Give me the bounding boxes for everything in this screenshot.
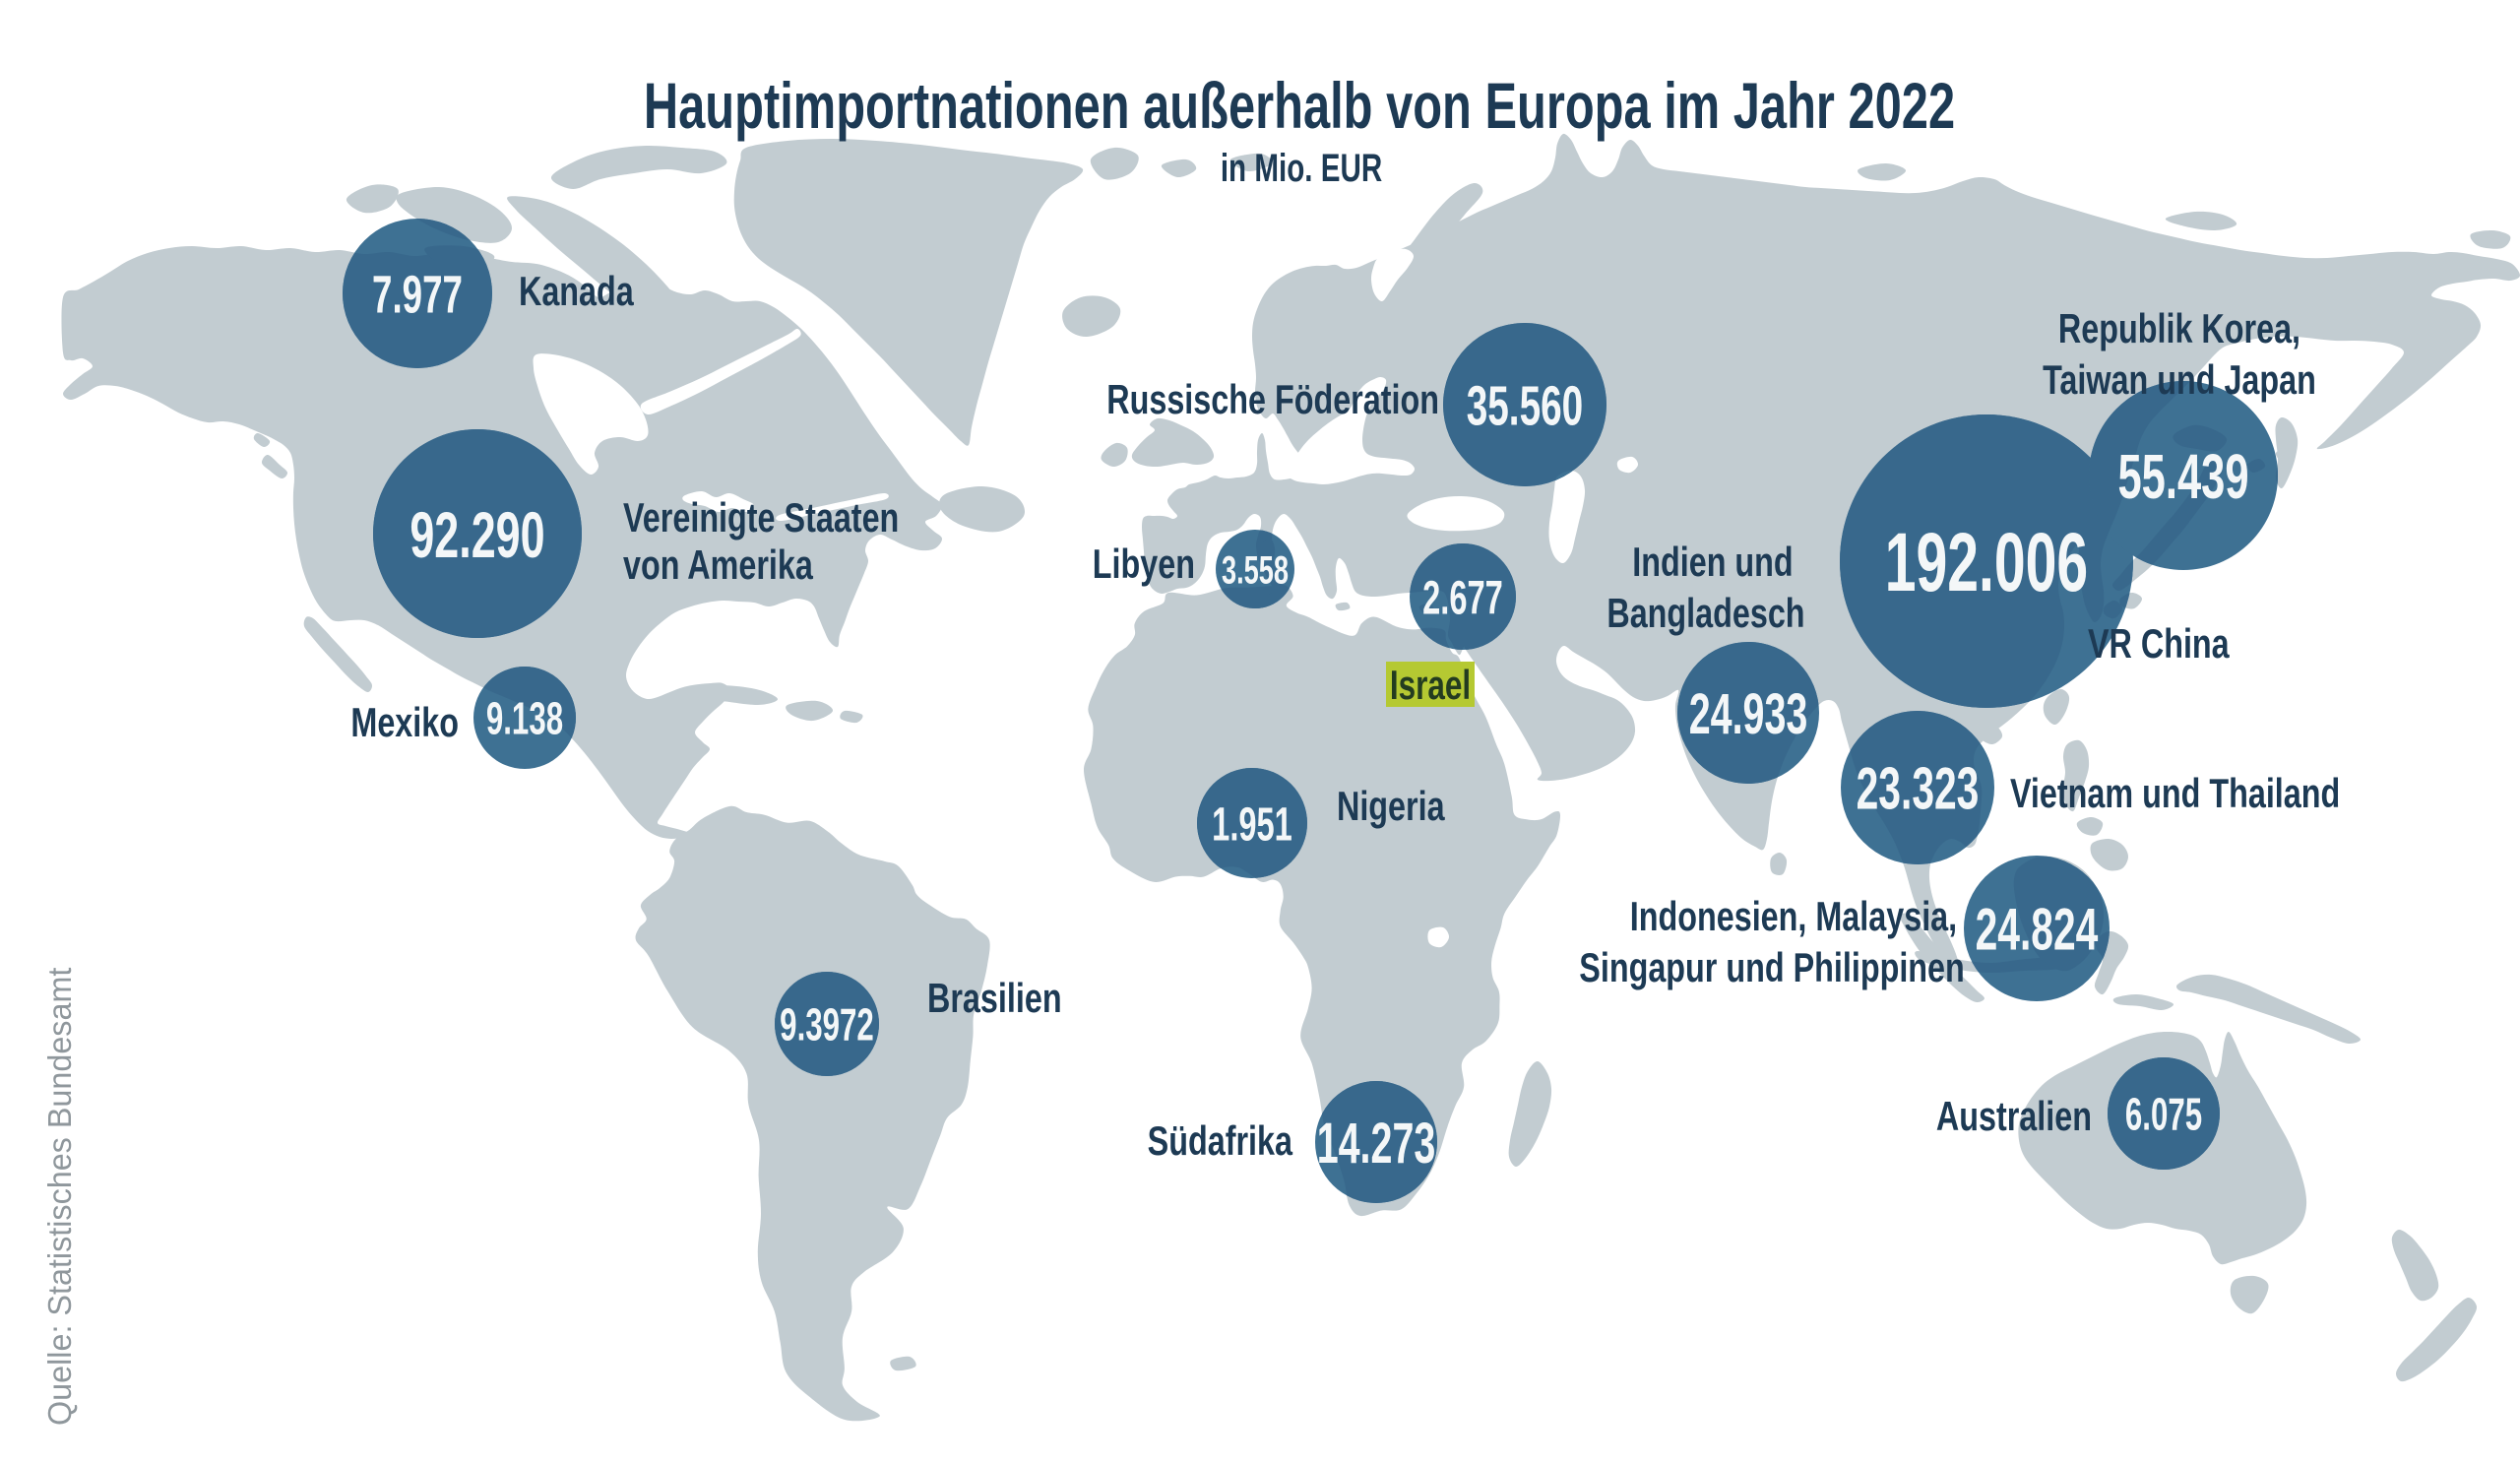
svg-text:Australien: Australien [1936, 1093, 2092, 1139]
svg-text:Israel: Israel [1390, 662, 1471, 709]
svg-text:2.677: 2.677 [1422, 571, 1503, 624]
svg-text:Indien und: Indien und [1632, 539, 1793, 585]
svg-text:3.558: 3.558 [1222, 548, 1289, 592]
svg-text:Singapur und Philippinen: Singapur und Philippinen [1579, 944, 1965, 990]
svg-text:92.290: 92.290 [410, 498, 544, 571]
svg-text:9.3972: 9.3972 [780, 1000, 874, 1050]
svg-text:von Amerika: von Amerika [623, 541, 814, 588]
svg-text:in Mio. EUR: in Mio. EUR [1221, 147, 1382, 190]
svg-text:9.138: 9.138 [486, 694, 563, 744]
svg-text:Taiwan und Japan: Taiwan und Japan [2043, 356, 2316, 403]
svg-text:23.323: 23.323 [1857, 756, 1980, 822]
svg-text:7.977: 7.977 [372, 264, 463, 324]
svg-text:Nigeria: Nigeria [1337, 783, 1446, 829]
svg-text:24.824: 24.824 [1976, 897, 2099, 963]
svg-text:6.075: 6.075 [2125, 1090, 2202, 1140]
svg-text:55.439: 55.439 [2117, 441, 2248, 513]
svg-text:192.006: 192.006 [1885, 517, 2088, 609]
svg-text:Quelle: Statistisches Bundesam: Quelle: Statistisches Bundesamt [41, 968, 78, 1426]
svg-text:VR China: VR China [2088, 620, 2231, 667]
svg-text:Brasilien: Brasilien [927, 975, 1062, 1021]
svg-text:24.933: 24.933 [1689, 681, 1808, 745]
svg-text:Russische Föderation: Russische Föderation [1106, 376, 1439, 422]
svg-text:Bangladesch: Bangladesch [1606, 590, 1804, 636]
svg-text:Vietnam und Thailand: Vietnam und Thailand [2010, 770, 2340, 816]
svg-text:14.273: 14.273 [1317, 1111, 1436, 1175]
svg-text:Südafrika: Südafrika [1148, 1117, 1293, 1164]
svg-text:35.560: 35.560 [1467, 375, 1584, 437]
svg-text:Mexiko: Mexiko [350, 699, 459, 745]
svg-text:Republik Korea,: Republik Korea, [2058, 305, 2300, 351]
svg-text:Indonesien, Malaysia,: Indonesien, Malaysia, [1630, 893, 1957, 939]
svg-text:Hauptimportnationen außerhalb: Hauptimportnationen außerhalb von Europa… [644, 70, 1955, 143]
svg-text:Libyen: Libyen [1093, 541, 1195, 587]
svg-text:1.951: 1.951 [1212, 797, 1292, 851]
svg-text:Vereinigte Staaten: Vereinigte Staaten [623, 494, 899, 541]
svg-text:Kanada: Kanada [519, 268, 635, 314]
